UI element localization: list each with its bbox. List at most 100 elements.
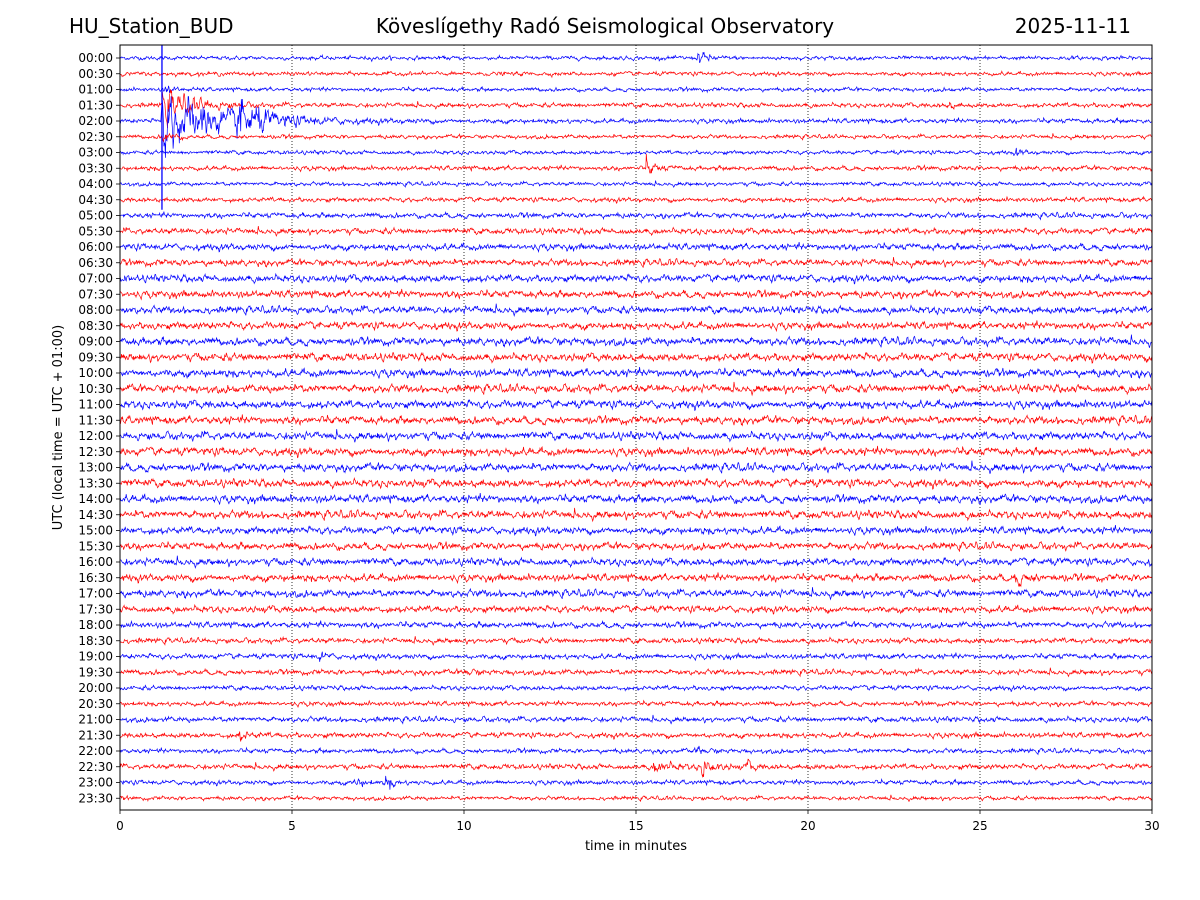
trace-11:30 (119, 414, 1153, 427)
y-tick-label: 06:30 (78, 256, 113, 270)
trace-03:00 (119, 147, 1153, 156)
trace-17:30 (119, 603, 1153, 616)
y-tick-label: 11:00 (78, 398, 113, 412)
y-tick-label: 03:00 (78, 146, 113, 160)
trace-04:00 (119, 180, 1153, 188)
y-tick-label: 01:00 (78, 83, 113, 97)
y-tick-label: 03:30 (78, 161, 113, 175)
trace-08:30 (119, 320, 1153, 333)
trace-12:30 (119, 445, 1153, 459)
x-tick-label: 15 (628, 819, 643, 833)
y-tick-label: 09:30 (78, 350, 113, 364)
y-tick-label: 05:00 (78, 209, 113, 223)
trace-13:30 (119, 476, 1153, 490)
y-tick-label: 16:00 (78, 555, 113, 569)
y-tick-label: 15:00 (78, 524, 113, 538)
trace-01:00 (119, 85, 1153, 94)
y-tick-label: 23:30 (78, 791, 113, 805)
trace-13:00 (119, 460, 1153, 474)
x-tick-label: 10 (456, 819, 471, 833)
trace-00:00 (119, 51, 1153, 64)
trace-16:30 (119, 572, 1152, 588)
y-tick-label: 04:30 (78, 193, 113, 207)
y-tick-label: 11:30 (78, 413, 113, 427)
y-tick-label: 23:00 (78, 776, 113, 790)
y-tick-label: 12:00 (78, 429, 113, 443)
trace-20:30 (119, 699, 1153, 709)
trace-layer (119, 45, 1153, 803)
y-tick-label: 19:00 (78, 650, 113, 664)
y-tick-label: 05:30 (78, 224, 113, 238)
x-tick-label: 0 (116, 819, 124, 833)
y-tick-label: 01:30 (78, 98, 113, 112)
y-tick-label: 07:30 (78, 287, 113, 301)
trace-02:00 (119, 96, 1153, 158)
x-tick-label: 25 (972, 819, 987, 833)
trace-05:30 (119, 226, 1153, 237)
trace-10:00 (120, 367, 1153, 380)
grid-layer (291, 45, 981, 810)
trace-21:30 (119, 730, 1153, 742)
y-tick-label: 02:00 (78, 114, 113, 128)
y-tick-label: 21:00 (78, 713, 113, 727)
trace-22:00 (119, 745, 1153, 756)
y-tick-label: 09:00 (78, 335, 113, 349)
y-tick-label: 13:30 (78, 476, 113, 490)
y-tick-label: 19:30 (78, 665, 113, 679)
trace-06:00 (119, 241, 1153, 253)
y-tick-label: 07:00 (78, 272, 113, 286)
y-tick-label: 00:30 (78, 67, 113, 81)
trace-01:30 (119, 89, 1153, 129)
x-tick-label: 30 (1144, 819, 1159, 833)
chart-date: 2025-11-11 (1014, 14, 1131, 38)
trace-07:30 (119, 288, 1153, 301)
trace-06:30 (119, 256, 1153, 270)
station-name: HU_Station_BUD (69, 14, 234, 38)
trace-23:30 (119, 794, 1153, 803)
trace-22:30 (119, 758, 1153, 778)
trace-21:00 (119, 714, 1153, 725)
y-tick-label: 15:30 (78, 539, 113, 553)
trace-04:30 (119, 195, 1153, 204)
trace-03:30 (119, 153, 1153, 174)
trace-18:00 (119, 620, 1153, 631)
y-tick-label: 08:30 (78, 319, 113, 333)
trace-14:30 (119, 507, 1153, 523)
y-tick-label: 12:30 (78, 445, 113, 459)
y-axis-label: UTC (local time = UTC + 01:00) (51, 325, 66, 530)
trace-08:00 (119, 303, 1153, 317)
y-tick-label: 00:00 (78, 51, 113, 65)
trace-10:30 (119, 381, 1153, 397)
trace-19:30 (119, 667, 1153, 678)
trace-09:30 (119, 351, 1153, 364)
trace-12:00 (119, 429, 1153, 443)
y-tick-label: 04:00 (78, 177, 113, 191)
y-tick-label: 14:00 (78, 492, 113, 506)
y-tick-label: 02:30 (78, 130, 113, 144)
y-tick-label: 06:00 (78, 240, 113, 254)
y-tick-label: 08:00 (78, 303, 113, 317)
y-tick-label: 17:30 (78, 602, 113, 616)
y-tick-label: 16:30 (78, 571, 113, 585)
trace-15:00 (119, 525, 1153, 537)
trace-11:00 (119, 398, 1153, 412)
trace-14:00 (119, 493, 1153, 506)
trace-09:00 (119, 334, 1153, 348)
trace-00:30 (119, 70, 1153, 79)
trace-02:30 (120, 132, 1153, 143)
y-tick-label: 21:30 (78, 728, 113, 742)
y-tick-label: 20:30 (78, 697, 113, 711)
x-tick-label: 20 (800, 819, 815, 833)
trace-05:00 (119, 210, 1153, 221)
y-tick-label: 13:00 (78, 461, 113, 475)
trace-18:30 (119, 635, 1153, 646)
chart-title: Köveslígethy Radó Seismological Observat… (375, 14, 835, 38)
y-tick-label: 20:00 (78, 681, 113, 695)
y-tick-label: 14:30 (78, 508, 113, 522)
y-tick-label: 22:00 (78, 744, 113, 758)
trace-17:00 (119, 587, 1153, 601)
trace-07:00 (119, 272, 1153, 285)
y-tick-label: 10:30 (78, 382, 113, 396)
trace-16:00 (119, 555, 1153, 569)
